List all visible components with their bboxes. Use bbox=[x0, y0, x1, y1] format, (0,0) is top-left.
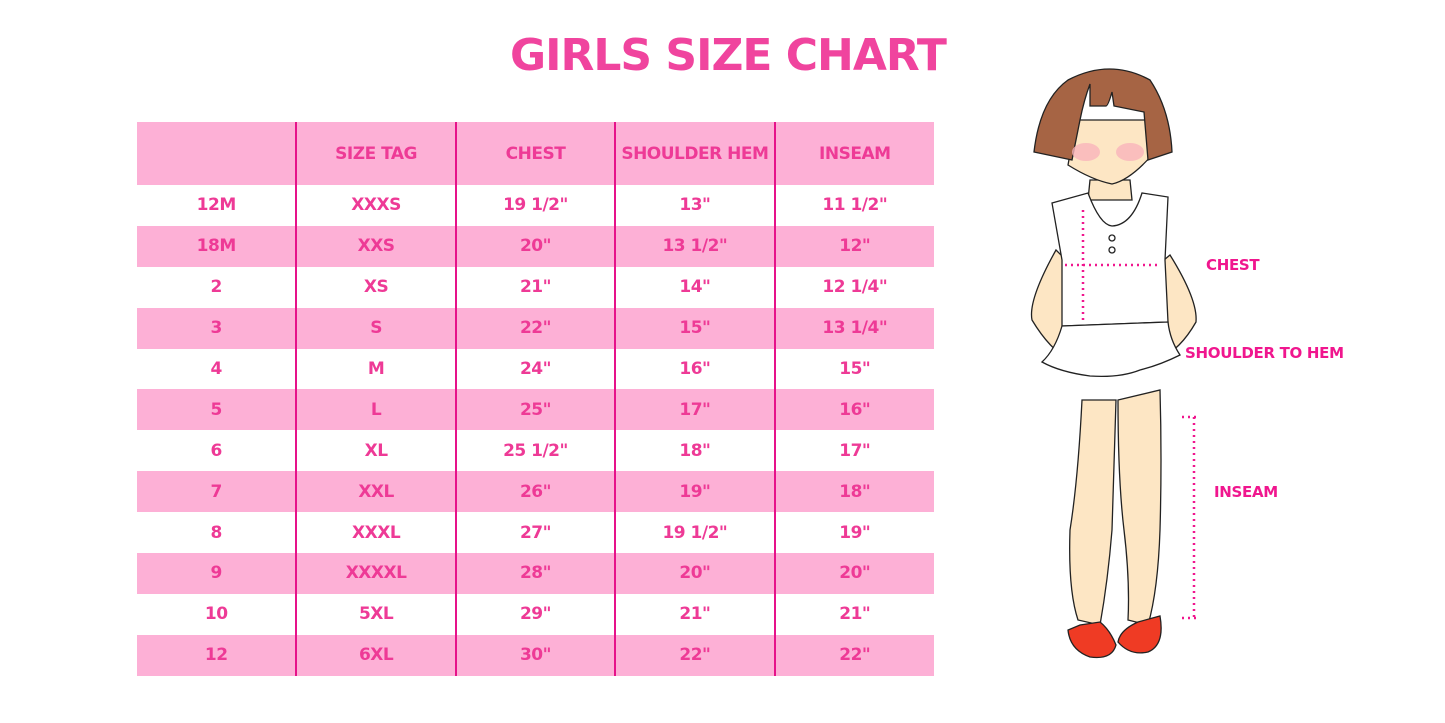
table-cell: XXS bbox=[295, 225, 456, 267]
table-cell: XL bbox=[295, 430, 456, 472]
table-cell: 6XL bbox=[295, 634, 456, 676]
table-row: 12 6XL 30" 22" 22" bbox=[137, 634, 934, 676]
table-cell: 25 1/2" bbox=[454, 430, 616, 472]
table-cell: 4 bbox=[210, 359, 223, 379]
table-cell: 26" bbox=[454, 471, 616, 513]
table-cell: 20" bbox=[614, 553, 775, 594]
table-cell: 21" bbox=[773, 593, 934, 635]
table-row: 10 5XL 29" 21" 21" bbox=[137, 593, 934, 635]
table-cell: XXL bbox=[295, 471, 456, 513]
table-cell: 19" bbox=[614, 471, 775, 513]
table-cell: 20" bbox=[454, 225, 616, 267]
table-cell: 18" bbox=[773, 471, 934, 513]
table-cell: L bbox=[295, 389, 456, 431]
table-row: 7 XXL 26" 19" 18" bbox=[137, 471, 934, 513]
table-cell: 5XL bbox=[295, 593, 456, 635]
table-cell: 20" bbox=[773, 553, 934, 594]
table-cell: 14" bbox=[614, 266, 775, 308]
table-cell: 12 bbox=[137, 634, 297, 676]
table-cell: 17" bbox=[773, 430, 934, 472]
chest-label: CHEST bbox=[1206, 256, 1260, 274]
table-row: 18M XXS 20" 13 1/2" 12" bbox=[137, 225, 934, 267]
table-cell: S bbox=[295, 307, 456, 349]
table-row: 5 L 25" 17" 16" bbox=[137, 389, 934, 431]
table-cell: XS bbox=[295, 266, 456, 308]
table-cell: 3 bbox=[137, 307, 297, 349]
table-row: 12M XXXS 19 1/2" 13" 11 1/2" bbox=[137, 185, 934, 226]
table-cell: 28" bbox=[454, 553, 616, 594]
column-header: INSEAM bbox=[773, 122, 934, 185]
table-cell: 16" bbox=[773, 389, 934, 431]
table-cell: 17" bbox=[614, 389, 775, 431]
table-cell: 9 bbox=[137, 553, 297, 594]
size-chart-table: SIZE TAG CHEST SHOULDER HEM INSEAM 12M XXXS 1… bbox=[137, 122, 934, 676]
table-cell: 21" bbox=[454, 266, 616, 308]
table-cell: 29" bbox=[454, 593, 616, 635]
table-cell: XXXL bbox=[295, 512, 456, 554]
table-cell: 13 1/4" bbox=[773, 307, 934, 349]
table-row: 8 XXXL 27" 19 1/2" 19" bbox=[137, 512, 934, 554]
table-cell: 30" bbox=[454, 634, 616, 676]
column-header bbox=[137, 122, 297, 185]
table-row: 2 XS 21" 14" 12 1/4" bbox=[137, 266, 934, 308]
inseam-label: INSEAM bbox=[1214, 483, 1278, 501]
table-cell: 18" bbox=[614, 430, 775, 472]
table-cell: 19" bbox=[773, 512, 934, 554]
table-cell: 10 bbox=[204, 604, 228, 625]
table-cell: 2 bbox=[210, 277, 223, 298]
page-title: GIRLS SIZE CHART bbox=[510, 30, 947, 81]
table-row: 9 XXXXL 28" 20" 20" bbox=[137, 553, 934, 594]
table-cell: 22" bbox=[454, 307, 616, 349]
table-row: 4 M 24" 16" 15" bbox=[137, 348, 934, 390]
table-cell: M bbox=[295, 348, 456, 390]
table-cell: 15" bbox=[773, 348, 934, 390]
table-cell: 7 bbox=[137, 471, 297, 513]
table-cell: 6 bbox=[210, 440, 223, 461]
table-cell: 25" bbox=[454, 389, 616, 431]
table-cell: 18M bbox=[137, 225, 297, 267]
table-cell: XXXS bbox=[295, 185, 456, 226]
table-row: 6 XL 25 1/2" 18" 17" bbox=[137, 430, 934, 472]
shoulder-to-hem-label: SHOULDER TO HEM bbox=[1185, 344, 1344, 362]
table-header-row: SIZE TAG CHEST SHOULDER HEM INSEAM bbox=[137, 122, 934, 185]
table-row: 3 S 22" 15" 13 1/4" bbox=[137, 307, 934, 349]
table-cell: 12 1/4" bbox=[773, 266, 934, 308]
table-cell: 19 1/2" bbox=[454, 185, 616, 226]
table-cell: 5 bbox=[137, 389, 297, 431]
girl-measurement-illustration bbox=[1030, 68, 1200, 659]
table-cell: 27" bbox=[454, 512, 616, 554]
table-cell: 22" bbox=[773, 634, 934, 676]
column-header: CHEST bbox=[454, 122, 616, 185]
table-cell: 12M bbox=[196, 195, 237, 216]
table-cell: 19 1/2" bbox=[614, 512, 775, 554]
table-cell: 8 bbox=[210, 522, 223, 543]
table-cell: 13" bbox=[614, 185, 775, 226]
table-cell: 16" bbox=[614, 348, 775, 390]
table-cell: 12" bbox=[773, 225, 934, 267]
table-cell: 21" bbox=[614, 593, 775, 635]
table-cell: 22" bbox=[614, 634, 775, 676]
table-cell: 24" bbox=[454, 348, 616, 390]
table-cell: XXXXL bbox=[295, 553, 456, 594]
table-cell: 11 1/2" bbox=[773, 185, 934, 226]
table-cell: 15" bbox=[614, 307, 775, 349]
column-header: SIZE TAG bbox=[295, 122, 456, 185]
table-cell: 13 1/2" bbox=[614, 225, 775, 267]
column-header: SHOULDER HEM bbox=[614, 122, 775, 185]
